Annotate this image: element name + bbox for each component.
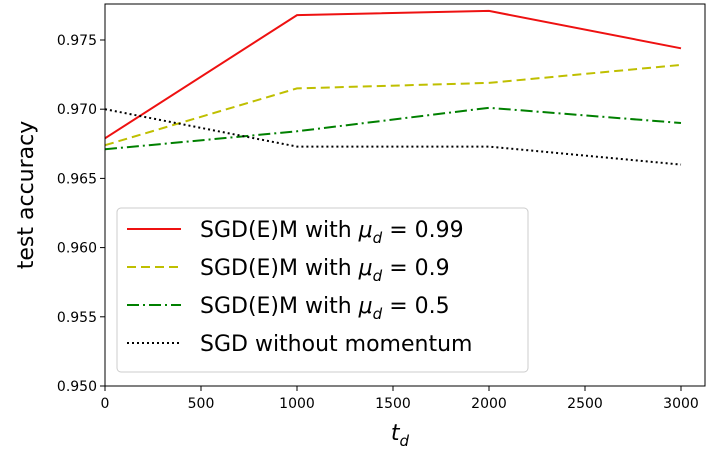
legend: SGD(E)M with μd = 0.99 SGD(E)M with μd = … <box>116 207 529 373</box>
x-axis-label-sub: d <box>400 432 410 450</box>
y-tick-label: 0.950 <box>57 379 97 395</box>
x-tick-label: 2000 <box>471 396 507 412</box>
series-line-1 <box>104 9 682 140</box>
series-layer <box>104 9 682 166</box>
x-tick-label: 0 <box>101 396 110 412</box>
x-axis-label-base: t <box>391 421 401 446</box>
series-line-3 <box>104 106 682 151</box>
ticks-layer: 0 500 1000 1500 2000 2500 3000 0.950 0.955 0.960 0… <box>57 33 699 412</box>
legend-box <box>116 207 529 373</box>
y-axis-label: test accuracy <box>14 121 39 270</box>
x-tick-label: 500 <box>188 396 215 412</box>
x-axis-label: td <box>391 421 410 450</box>
x-tick-label: 1000 <box>279 396 315 412</box>
legend-label: SGD without momentum <box>200 332 472 357</box>
y-tick-label: 0.965 <box>57 171 97 187</box>
legend-label: SGD(E)M with μd = 0.99 <box>200 218 464 247</box>
y-tick-label: 0.960 <box>57 241 97 257</box>
y-tick-label: 0.955 <box>57 310 97 326</box>
series-line-4 <box>104 108 682 166</box>
legend-label: SGD(E)M with μd = 0.9 <box>200 256 450 285</box>
legend-label: SGD(E)M with μd = 0.5 <box>200 294 450 323</box>
y-tick-label: 0.975 <box>57 33 97 49</box>
x-tick-label: 1500 <box>375 396 411 412</box>
x-tick-label: 3000 <box>663 396 699 412</box>
y-tick-label: 0.970 <box>57 102 97 118</box>
plot-frame <box>104 3 706 387</box>
series-line-2 <box>104 63 682 147</box>
x-tick-label: 2500 <box>567 396 603 412</box>
